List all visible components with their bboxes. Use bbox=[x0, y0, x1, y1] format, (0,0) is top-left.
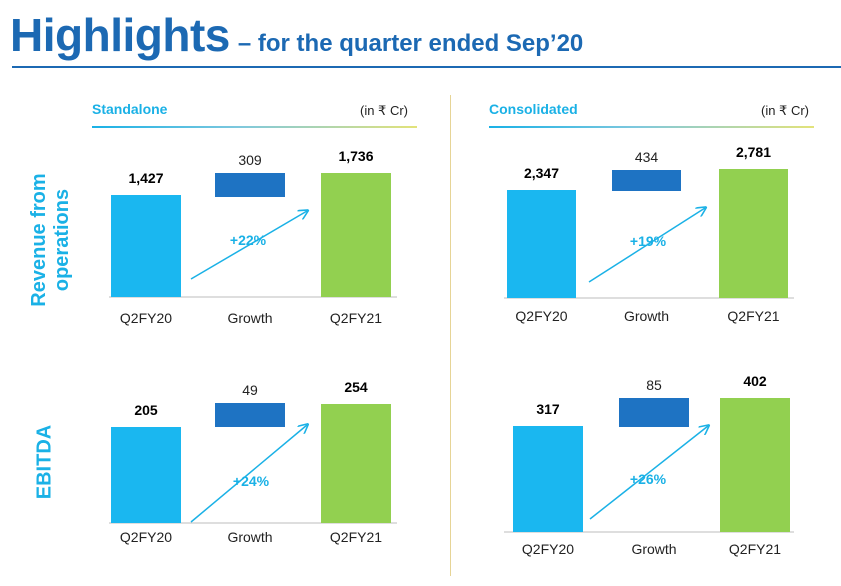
standalone-underline bbox=[92, 126, 417, 128]
data-label-growth: 49 bbox=[242, 382, 258, 398]
panel-divider bbox=[450, 95, 451, 576]
data-label-end: 2,781 bbox=[736, 144, 771, 160]
chart-consolidated-revenue: 2,347 434 2,781 Q2FY20 Growth Q2FY21 +19% bbox=[504, 144, 794, 324]
category-label-q2fy20: Q2FY20 bbox=[120, 310, 172, 326]
row-label-ebitda: EBITDA bbox=[33, 424, 56, 500]
standalone-title: Standalone bbox=[92, 101, 168, 117]
category-label-q2fy21: Q2FY21 bbox=[729, 541, 781, 557]
bar-q2fy21 bbox=[321, 404, 391, 523]
growth-arrow bbox=[190, 425, 307, 523]
bar-q2fy20 bbox=[507, 190, 576, 298]
bar-growth bbox=[612, 170, 681, 191]
category-label-growth: Growth bbox=[227, 310, 272, 326]
standalone-unit: (in ₹ Cr) bbox=[360, 103, 408, 118]
title-main: Highlights bbox=[10, 9, 230, 61]
bar-q2fy20 bbox=[111, 195, 181, 297]
chart-standalone-revenue: 1,427 309 1,736 Q2FY20 Growth Q2FY21 +22% bbox=[109, 148, 397, 326]
growth-percent-label: +26% bbox=[630, 471, 667, 487]
row-label-revenue: Revenue from operations bbox=[28, 173, 74, 306]
growth-percent-label: +24% bbox=[233, 473, 270, 489]
category-label-q2fy21: Q2FY21 bbox=[330, 310, 382, 326]
category-label-q2fy21: Q2FY21 bbox=[330, 529, 382, 545]
bar-q2fy21 bbox=[321, 173, 391, 297]
data-label-growth: 85 bbox=[646, 377, 662, 393]
page-title: Highlights – for the quarter ended Sep’20 bbox=[10, 8, 583, 62]
data-label-start: 1,427 bbox=[128, 170, 163, 186]
growth-percent-label: +22% bbox=[230, 232, 267, 248]
row-label-revenue-line1: Revenue from bbox=[28, 173, 50, 307]
growth-percent-label: +19% bbox=[630, 233, 667, 249]
consolidated-title: Consolidated bbox=[489, 101, 578, 117]
category-label-q2fy20: Q2FY20 bbox=[515, 308, 567, 324]
consolidated-underline bbox=[489, 126, 814, 128]
bar-growth bbox=[619, 398, 689, 427]
data-label-growth: 434 bbox=[635, 149, 659, 165]
category-label-growth: Growth bbox=[624, 308, 669, 324]
row-label-revenue-line2: operations bbox=[51, 188, 73, 292]
category-label-growth: Growth bbox=[227, 529, 272, 545]
data-label-start: 317 bbox=[536, 401, 560, 417]
bar-growth bbox=[215, 403, 285, 427]
data-label-end: 1,736 bbox=[338, 148, 373, 164]
growth-arrow bbox=[190, 211, 307, 280]
data-label-start: 205 bbox=[134, 402, 158, 418]
category-label-q2fy21: Q2FY21 bbox=[727, 308, 779, 324]
data-label-growth: 309 bbox=[238, 152, 262, 168]
title-underline bbox=[12, 66, 841, 68]
growth-arrow bbox=[588, 208, 705, 283]
chart-standalone-ebitda: 205 49 254 Q2FY20 Growth Q2FY21 +24% bbox=[109, 379, 397, 545]
bar-q2fy21 bbox=[719, 169, 788, 298]
consolidated-unit: (in ₹ Cr) bbox=[761, 103, 809, 118]
data-label-start: 2,347 bbox=[524, 165, 559, 181]
category-label-growth: Growth bbox=[631, 541, 676, 557]
category-label-q2fy20: Q2FY20 bbox=[522, 541, 574, 557]
data-label-end: 402 bbox=[743, 373, 767, 389]
chart-consolidated-ebitda: 317 85 402 Q2FY20 Growth Q2FY21 +26% bbox=[504, 373, 794, 557]
bar-growth bbox=[215, 173, 285, 197]
growth-arrow bbox=[589, 426, 708, 520]
bar-q2fy21 bbox=[720, 398, 790, 532]
category-label-q2fy20: Q2FY20 bbox=[120, 529, 172, 545]
data-label-end: 254 bbox=[344, 379, 368, 395]
title-subtitle: – for the quarter ended Sep’20 bbox=[237, 30, 584, 57]
bar-q2fy20 bbox=[111, 427, 181, 523]
bar-q2fy20 bbox=[513, 426, 583, 532]
